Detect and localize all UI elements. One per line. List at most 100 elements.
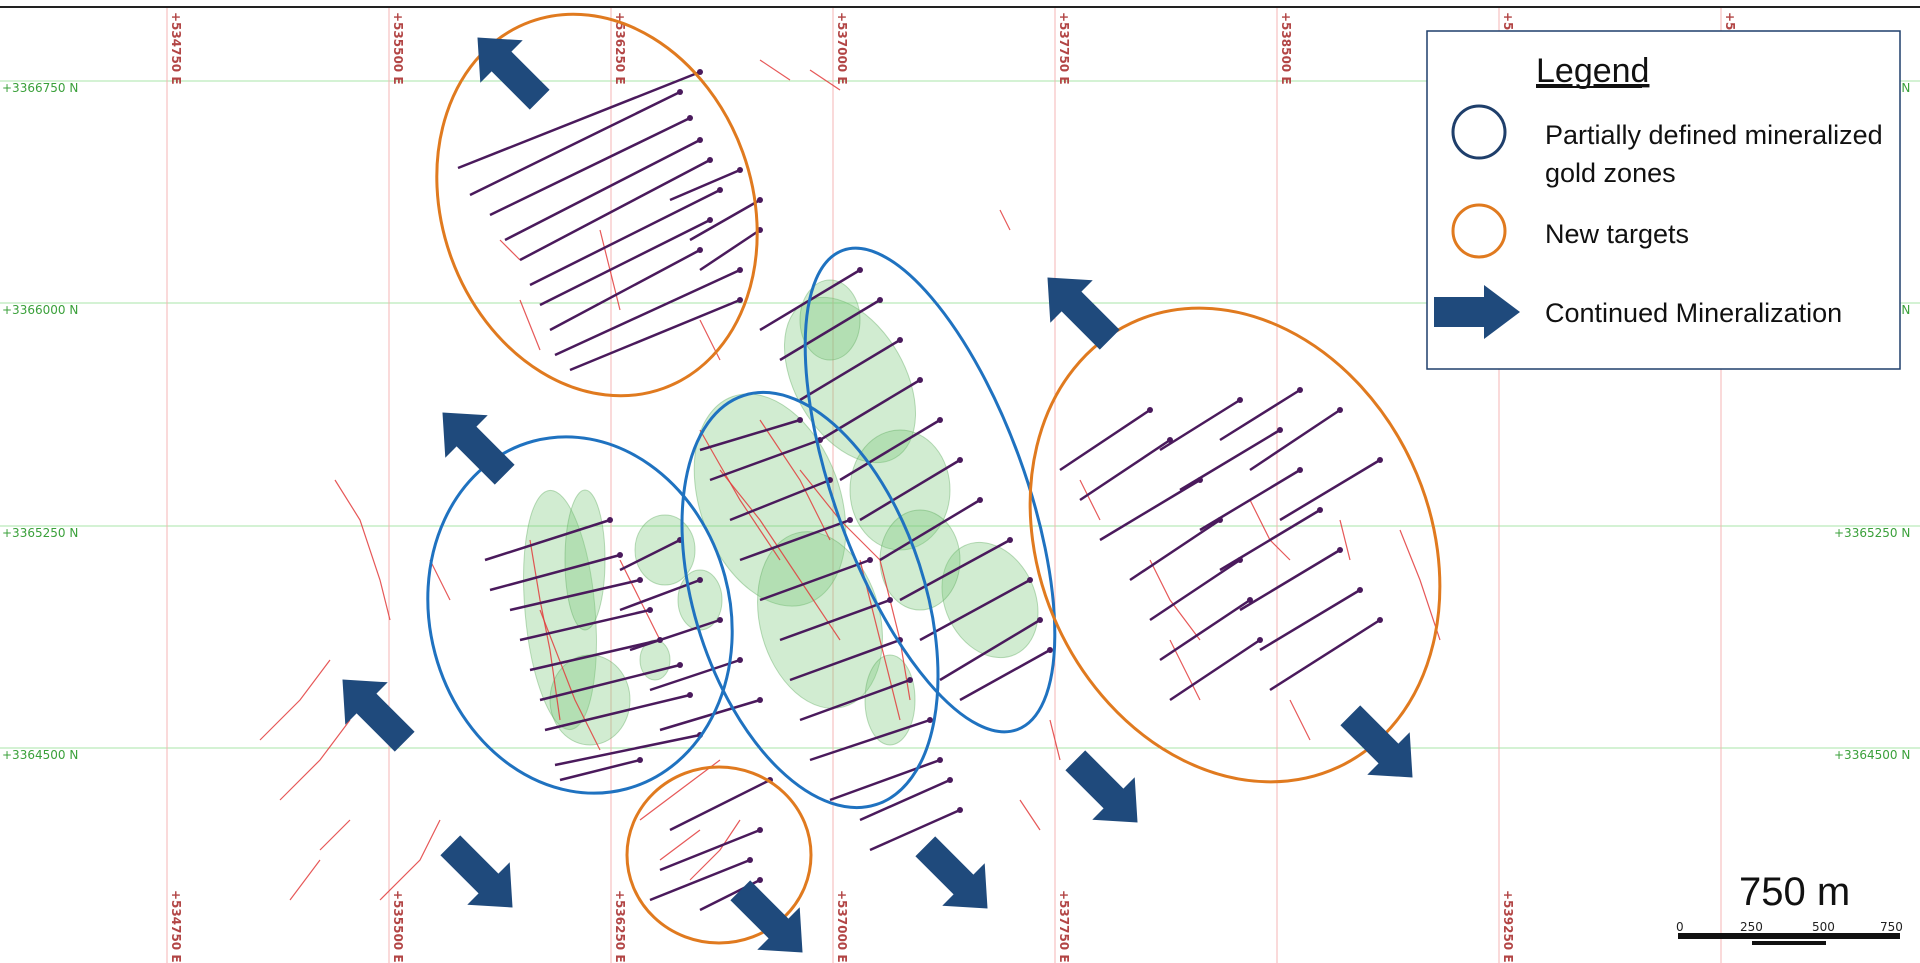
drill-hole-trace — [554, 733, 701, 767]
drill-hole-trace — [919, 578, 1031, 642]
drill-hole-trace — [839, 418, 941, 482]
drill-hole-collar — [677, 662, 683, 668]
drill-hole-collar — [1377, 617, 1383, 623]
drill-hole-trace — [509, 578, 641, 612]
drill-hole-trace — [489, 116, 691, 217]
easting-label: +535500 E — [391, 12, 405, 85]
drill-hole-collar — [937, 417, 943, 423]
legend-label-gold-zones-line2: gold zones — [1545, 158, 1676, 188]
scale-tick-label: 500 — [1812, 920, 1835, 934]
drill-hole-collar — [717, 617, 723, 623]
drill-hole-collar — [867, 557, 873, 563]
easting-labels-bottom: +534750 E +535500 E +536250 E +537000 E … — [169, 890, 1515, 963]
drill-hole-trace — [484, 518, 611, 562]
drill-hole-trace — [1179, 428, 1281, 492]
drill-hole-trace — [659, 698, 761, 732]
drill-hole-trace — [939, 618, 1041, 682]
drill-hole-trace — [859, 458, 961, 522]
drill-hole-trace — [819, 378, 921, 442]
drill-hole-trace — [1219, 388, 1301, 442]
drill-hole-traces — [457, 69, 1383, 912]
drill-hole-collar — [757, 697, 763, 703]
drill-hole-collar — [647, 607, 653, 613]
drill-hole-trace — [1079, 438, 1171, 502]
arrow-icon — [1434, 285, 1520, 339]
northing-label: +3365250 N — [2, 526, 78, 540]
drill-hole-collar — [947, 777, 953, 783]
drill-hole-collar — [977, 497, 983, 503]
drill-hole-collar — [707, 217, 713, 223]
drill-hole-collar — [1357, 587, 1363, 593]
new-target-outlines — [435, 12, 1442, 945]
drill-hole-trace — [549, 248, 701, 332]
drill-hole-collar — [1257, 637, 1263, 643]
drill-hole-collar — [757, 197, 763, 203]
drill-hole-collar — [1297, 387, 1303, 393]
drill-hole-collar — [687, 692, 693, 698]
drill-hole-collar — [1337, 407, 1343, 413]
arrow-icon — [440, 835, 513, 908]
drill-hole-collar — [1247, 597, 1253, 603]
arrow-icon — [730, 880, 803, 953]
easting-label: +534750 E — [169, 890, 183, 963]
circle-outline-icon — [1451, 203, 1507, 259]
drill-hole-collar — [927, 717, 933, 723]
arrow-icon — [915, 836, 988, 909]
legend-panel: Legend Partially defined mineralized gol… — [1426, 30, 1901, 370]
drill-hole-trace — [799, 678, 911, 722]
drill-hole-trace — [689, 198, 761, 242]
drill-hole-trace — [1219, 508, 1321, 572]
drill-hole-trace — [699, 228, 761, 272]
drill-hole-trace — [779, 598, 891, 642]
drill-hole-trace — [629, 618, 721, 652]
drill-hole-trace — [739, 518, 851, 562]
drill-hole-collar — [797, 417, 803, 423]
drill-hole-collar — [847, 517, 853, 523]
circle-outline-icon — [1451, 104, 1507, 160]
northing-label: +3364500 N — [1834, 748, 1910, 762]
drill-hole-trace — [519, 158, 711, 262]
mineralized-zones — [523, 279, 1039, 746]
easting-label: +536250 E — [613, 890, 627, 963]
drill-hole-collar — [1277, 427, 1283, 433]
drill-hole-trace — [1149, 558, 1241, 622]
drill-hole-collar — [1317, 507, 1323, 513]
legend-title: Legend — [1536, 52, 1649, 90]
easting-label: +537750 E — [1057, 12, 1071, 85]
drill-hole-trace — [519, 608, 651, 642]
drill-hole-trace — [1239, 548, 1341, 612]
drill-hole-collar — [737, 657, 743, 663]
northing-labels-left: +3366750 N +3366000 N +3365250 N +336450… — [2, 81, 78, 762]
drill-hole-collar — [677, 89, 683, 95]
drill-hole-trace — [1199, 468, 1301, 532]
drill-hole-collar — [877, 297, 883, 303]
drill-hole-trace — [469, 90, 681, 197]
northing-label: +3366750 N — [2, 81, 78, 95]
drill-hole-collar — [1047, 647, 1053, 653]
arrow-icon — [342, 679, 415, 752]
drill-hole-trace — [619, 538, 681, 572]
new-target-ellipse — [435, 12, 759, 398]
drill-hole-collar — [717, 187, 723, 193]
new-target-ellipse — [625, 765, 813, 945]
arrow-icon — [442, 412, 515, 485]
drill-hole-trace — [1159, 598, 1251, 662]
drill-hole-collar — [907, 677, 913, 683]
drill-hole-trace — [859, 778, 951, 822]
easting-label: +538500 E — [1279, 12, 1293, 85]
drill-hole-trace — [729, 478, 831, 522]
drill-hole-trace — [669, 778, 771, 832]
drill-hole-trace — [1159, 398, 1241, 452]
drill-hole-collar — [957, 457, 963, 463]
easting-label: +537000 E — [835, 890, 849, 963]
scale-bar-segment — [1752, 941, 1826, 945]
drill-hole-trace — [1249, 408, 1341, 472]
scale-label: 750 m — [1739, 870, 1850, 914]
easting-label: +537750 E — [1057, 890, 1071, 963]
gold-zone-ellipse — [680, 390, 940, 810]
drill-hole-collar — [1337, 547, 1343, 553]
drill-hole-trace — [539, 663, 681, 702]
drill-hole-collar — [1027, 577, 1033, 583]
drill-hole-collar — [1037, 617, 1043, 623]
